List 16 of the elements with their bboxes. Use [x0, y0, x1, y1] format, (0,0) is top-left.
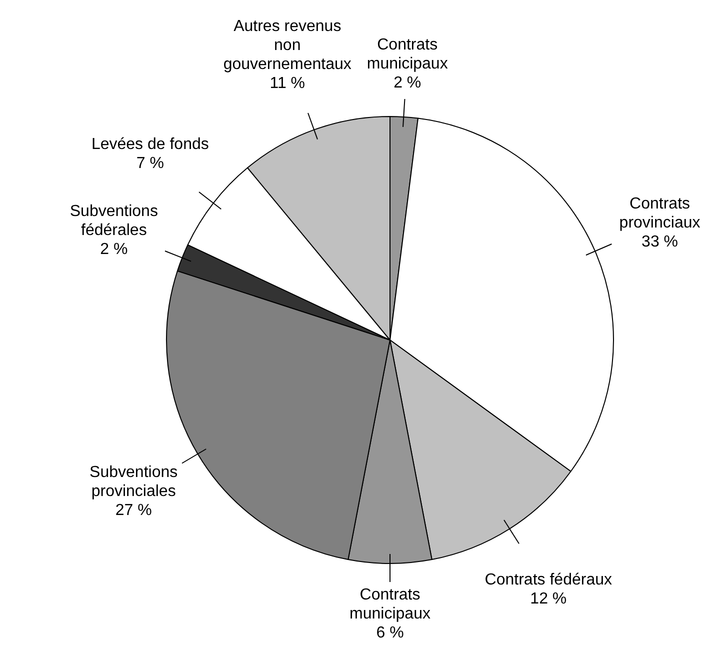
slice-label: Autres revenus non gouvernementaux	[223, 18, 352, 73]
data-label: 2 %	[100, 241, 128, 258]
data-label: 6 %	[376, 624, 404, 642]
slice-label: Subventions fédérales	[70, 203, 158, 240]
slice-label: Contrats provinciaux	[619, 196, 700, 232]
slice-label: Contrats municipaux	[366, 36, 448, 72]
data-label: 27 %	[115, 502, 152, 520]
slice-label: Contrats municipaux	[350, 586, 430, 622]
slice-label: Levées de fonds	[91, 136, 209, 153]
data-label: 7 %	[136, 154, 164, 172]
slice-label: Subventions provinciales	[90, 464, 178, 500]
data-label: 2 %	[394, 74, 422, 92]
data-label: 12 %	[530, 590, 567, 608]
slice-label: Contrats fédéraux	[484, 572, 612, 589]
data-label: 33 %	[642, 234, 678, 251]
data-label: 11 %	[270, 74, 306, 92]
